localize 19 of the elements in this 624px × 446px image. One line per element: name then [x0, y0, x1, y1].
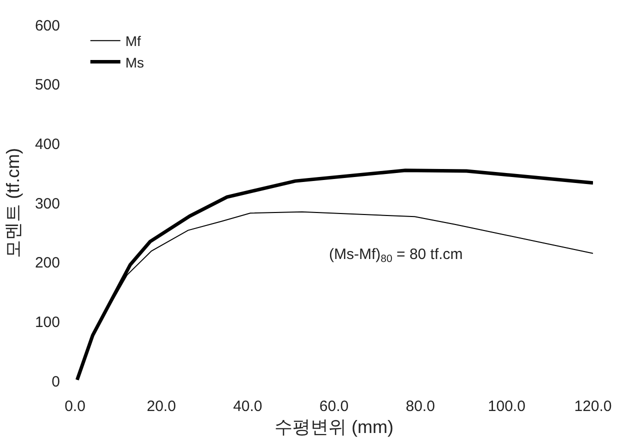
- x-tick-label: 120.0: [574, 398, 612, 415]
- x-tick-label: 80.0: [406, 398, 435, 415]
- x-tick-label: 60.0: [319, 398, 349, 415]
- y-tick-label: 0: [52, 373, 60, 390]
- y-tick-label: 600: [34, 17, 60, 34]
- x-tick-label: 100.0: [488, 398, 526, 415]
- annotation: (Ms-Mf)$_{80}$ = 80 tf.cm: [329, 246, 463, 266]
- x-axis-title: 수평변위 (mm): [274, 417, 394, 438]
- legend-label: Mf: [125, 33, 142, 50]
- y-tick-label: 100: [34, 314, 60, 331]
- y-axis-title: 모멘트 (tf.cm): [3, 148, 24, 258]
- legend-label: Ms: [125, 54, 144, 70]
- x-tick-label: 0.0: [64, 398, 86, 415]
- y-tick-label: 200: [34, 254, 60, 272]
- y-tick-label: 400: [34, 136, 60, 153]
- x-tick-label: 40.0: [233, 398, 262, 415]
- y-tick-label: 500: [34, 76, 60, 94]
- y-tick-label: 300: [34, 195, 60, 212]
- x-tick-label: 20.0: [146, 398, 176, 415]
